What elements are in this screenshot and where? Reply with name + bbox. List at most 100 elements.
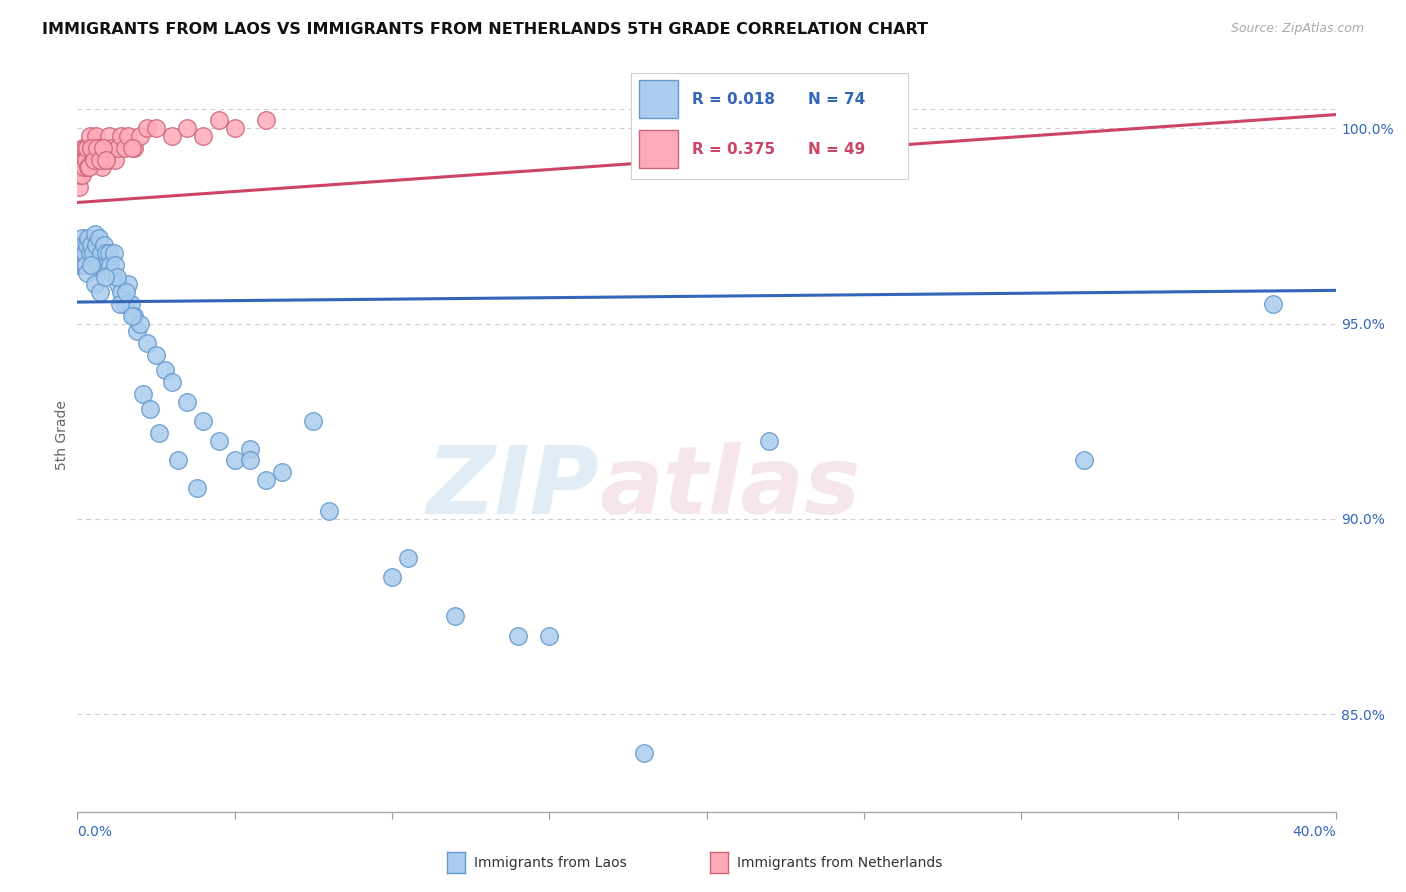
Point	[79, 141, 101, 155]
Point	[318, 504, 340, 518]
Point	[135, 336, 157, 351]
Text: 0.0%: 0.0%	[77, 825, 112, 839]
Point	[127, 324, 149, 338]
Point	[110, 285, 132, 300]
Point	[90, 141, 112, 155]
Point	[70, 153, 93, 167]
Point	[121, 141, 143, 155]
Point	[80, 238, 103, 252]
Point	[105, 269, 128, 284]
Point	[93, 141, 115, 155]
Point	[72, 141, 94, 155]
Point	[254, 473, 277, 487]
Point	[97, 246, 120, 260]
Point	[79, 258, 101, 272]
Point	[80, 141, 103, 155]
Point	[633, 746, 655, 760]
Point	[76, 238, 98, 252]
Point	[72, 153, 94, 167]
Point	[77, 161, 100, 175]
Text: R = 0.018: R = 0.018	[692, 92, 775, 107]
Point	[191, 414, 215, 428]
Point	[160, 129, 183, 144]
Point	[91, 161, 114, 175]
Point	[69, 238, 91, 252]
Point	[120, 297, 142, 311]
Point	[75, 246, 97, 260]
Point	[93, 238, 115, 252]
Point	[239, 442, 262, 456]
Point	[79, 129, 101, 144]
Point	[506, 629, 529, 643]
Point	[117, 129, 139, 144]
Point	[75, 153, 97, 167]
Point	[208, 113, 231, 128]
Point	[83, 153, 105, 167]
Point	[122, 141, 145, 155]
Point	[117, 277, 139, 292]
Point	[381, 570, 404, 584]
Point	[138, 402, 160, 417]
Point	[110, 129, 132, 144]
Point	[70, 168, 93, 182]
Point	[98, 258, 121, 272]
Point	[75, 258, 97, 272]
Point	[104, 258, 127, 272]
Point	[73, 161, 96, 175]
Point	[76, 141, 98, 155]
Point	[107, 277, 129, 292]
Point	[101, 141, 124, 155]
Point	[87, 258, 110, 272]
FancyBboxPatch shape	[640, 80, 678, 119]
Point	[91, 141, 114, 155]
FancyBboxPatch shape	[640, 130, 678, 168]
Point	[444, 609, 467, 624]
Point	[208, 434, 231, 448]
Point	[94, 269, 117, 284]
Point	[114, 141, 136, 155]
Point	[155, 363, 177, 377]
Point	[96, 141, 118, 155]
Text: 40.0%: 40.0%	[1292, 825, 1336, 839]
Point	[89, 230, 111, 244]
Point	[107, 141, 129, 155]
Point	[122, 309, 145, 323]
Point	[72, 238, 94, 252]
Point	[176, 394, 198, 409]
Point	[89, 285, 111, 300]
Point	[67, 179, 90, 194]
Point	[302, 414, 325, 428]
Point	[69, 246, 91, 260]
Point	[135, 121, 157, 136]
Point	[96, 153, 118, 167]
Point	[103, 246, 125, 260]
Point	[129, 317, 152, 331]
Point	[67, 258, 90, 272]
Point	[79, 161, 101, 175]
Point	[89, 153, 111, 167]
Text: N = 49: N = 49	[808, 142, 866, 156]
Point	[70, 230, 93, 244]
Point	[96, 258, 118, 272]
Point	[145, 348, 167, 362]
Point	[94, 153, 117, 167]
Point	[167, 453, 190, 467]
Point	[86, 141, 108, 155]
Point	[186, 481, 208, 495]
Point	[83, 277, 105, 292]
Point	[538, 629, 561, 643]
Point	[76, 266, 98, 280]
Point	[83, 141, 105, 155]
Point	[84, 129, 107, 144]
Text: atlas: atlas	[599, 442, 860, 533]
Point	[145, 121, 167, 136]
Point	[79, 246, 101, 260]
Point	[758, 434, 780, 448]
Point	[104, 153, 127, 167]
Text: ZIP: ZIP	[426, 442, 599, 533]
Point	[73, 258, 96, 272]
Point	[1261, 297, 1284, 311]
Text: Immigrants from Laos: Immigrants from Laos	[474, 855, 627, 870]
Point	[396, 550, 419, 565]
Point	[94, 246, 117, 260]
